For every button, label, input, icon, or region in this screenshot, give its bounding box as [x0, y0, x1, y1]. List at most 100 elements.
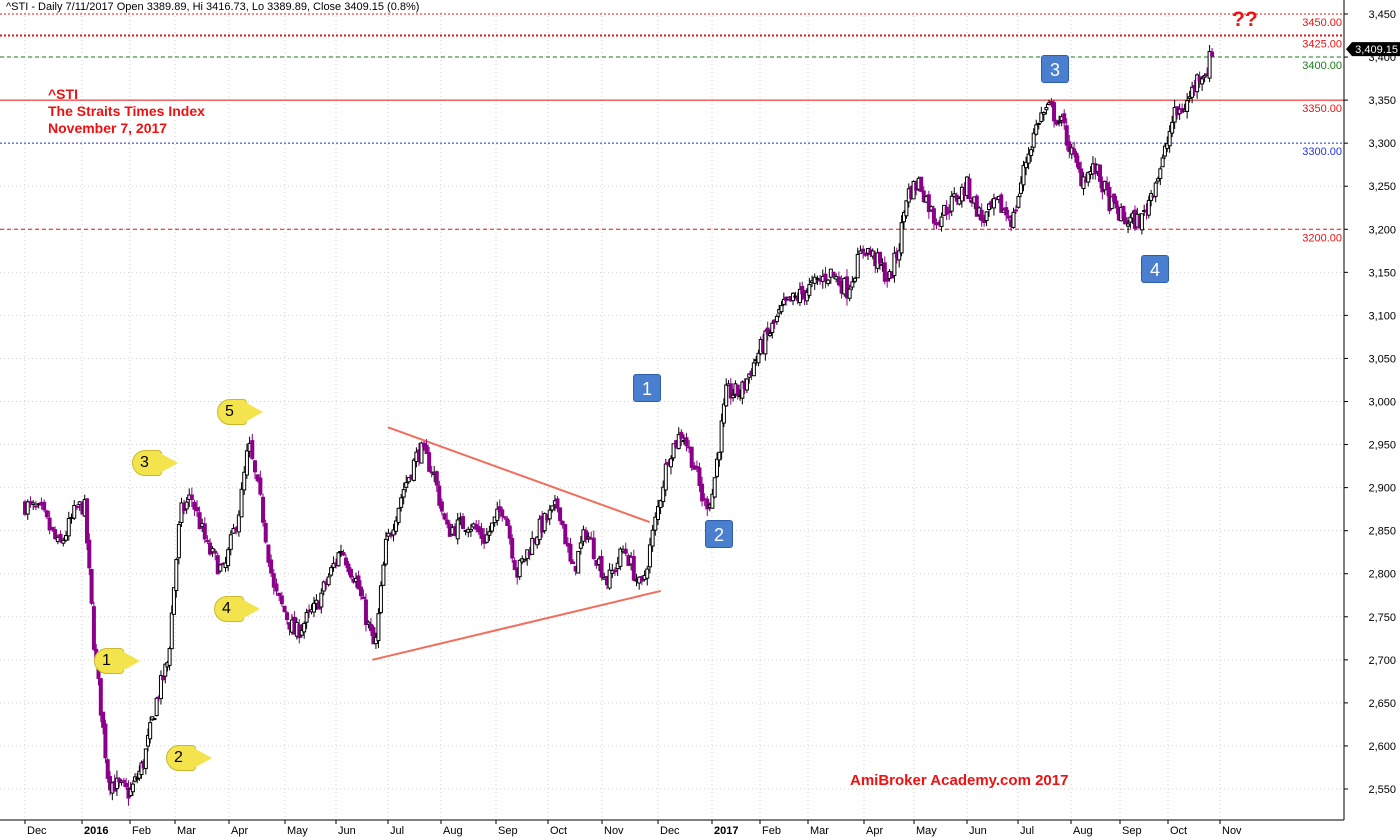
candle-body: [197, 512, 202, 530]
candle-body: [455, 519, 460, 540]
x-tick-label: Oct: [1170, 825, 1187, 837]
candle-body: [853, 277, 858, 282]
candle-body: [58, 533, 63, 543]
candle-body: [1029, 149, 1034, 156]
y-tick-label: 3,350: [1368, 95, 1396, 107]
candle-body: [218, 564, 223, 572]
candle-body: [607, 569, 612, 589]
last-price-tag: [1346, 42, 1400, 57]
candle-body: [228, 534, 233, 550]
candle-body: [578, 542, 583, 549]
candle-body: [388, 534, 393, 537]
candle-body: [967, 178, 972, 200]
candle-body: [714, 458, 719, 477]
trendline: [387, 426, 650, 523]
candle-body: [401, 489, 406, 498]
candle-body: [411, 459, 416, 481]
candle-body: [336, 552, 341, 567]
candle-body: [1210, 51, 1215, 57]
candle-body: [167, 648, 172, 666]
candle-body: [744, 378, 749, 391]
candle-body: [836, 276, 841, 286]
candle-body: [33, 505, 38, 508]
x-tick-label: Jun: [338, 825, 356, 837]
candle-body: [487, 531, 492, 536]
candle-body: [712, 477, 717, 498]
candle-body: [568, 543, 573, 562]
question-annotation: ??: [1232, 8, 1258, 31]
candle-body: [623, 548, 628, 554]
candle-body: [356, 575, 361, 590]
candle-body: [591, 537, 596, 559]
candle-body: [381, 564, 386, 586]
candle-body: [72, 504, 77, 519]
candle-body: [517, 559, 522, 578]
candle-body: [724, 384, 729, 407]
candle-body: [1109, 196, 1114, 209]
candle-body: [130, 783, 135, 793]
level-label: 3425.00: [1302, 39, 1342, 51]
candle-body: [213, 550, 218, 554]
candle-body: [128, 788, 133, 797]
candle-body: [105, 759, 110, 779]
candle-body: [343, 557, 348, 566]
candle-body: [179, 502, 184, 524]
candle-body: [510, 538, 515, 559]
y-tick-label: 2,950: [1368, 440, 1396, 452]
candle-body: [599, 556, 604, 578]
candle-body: [445, 519, 450, 525]
candle-body: [189, 494, 194, 500]
candle-body: [299, 629, 304, 636]
candle-body: [684, 437, 689, 447]
candle-body: [442, 513, 447, 520]
x-tick-label: Oct: [550, 825, 567, 837]
wave-label-blue-1: 1: [633, 374, 661, 402]
candle-body: [826, 279, 831, 285]
candle-body: [406, 477, 411, 483]
candle-body: [376, 613, 381, 642]
candle-body: [855, 253, 860, 279]
candle-body: [1024, 161, 1029, 169]
candle-body: [939, 216, 944, 227]
candle-body: [89, 568, 94, 604]
candle-body: [535, 536, 540, 546]
candle-body: [576, 550, 581, 574]
candle-body: [437, 485, 442, 506]
last-price-marker: 3,409.15: [1346, 42, 1400, 57]
candle-body: [205, 540, 210, 543]
candle-body: [507, 525, 512, 539]
horizontal-levels: 3450.00 3425.00 3400.00 3350.00 3300.00 3200.…: [0, 13, 1344, 244]
candle-body: [252, 460, 257, 473]
candle-body: [497, 506, 502, 513]
candle-body: [326, 576, 331, 586]
candle-body: [146, 735, 150, 747]
x-tick-label: Mar: [810, 825, 829, 837]
wave-label-blue-2: 2: [705, 520, 733, 548]
level-label: 3400.00: [1302, 60, 1342, 72]
candle-body: [991, 198, 996, 209]
candle-body: [671, 443, 676, 459]
last-price-label: 3,409.15: [1355, 44, 1398, 56]
candle-body: [731, 394, 736, 399]
candle-body: [143, 748, 148, 769]
candle-body: [210, 548, 215, 553]
candle-body: [892, 252, 897, 277]
candle-body: [1004, 207, 1009, 216]
candle-body: [979, 209, 984, 221]
y-tick-label: 3,300: [1368, 138, 1396, 150]
candle-body: [1067, 141, 1072, 153]
candle-body: [919, 176, 924, 192]
candle-body: [231, 528, 236, 534]
candle-body: [282, 605, 287, 613]
candle-body: [547, 509, 552, 520]
candle-body: [25, 501, 30, 515]
candle-body: [195, 507, 200, 512]
candle-body: [66, 517, 71, 537]
wave-label-yellow-1: 1: [94, 648, 140, 676]
x-tick-label: Dec: [660, 825, 680, 837]
candle-body: [563, 524, 568, 545]
candle-body: [202, 523, 207, 540]
candle-body: [331, 563, 336, 568]
chart-title-block: ^STI The Straits Times Index November 7,…: [48, 86, 205, 137]
